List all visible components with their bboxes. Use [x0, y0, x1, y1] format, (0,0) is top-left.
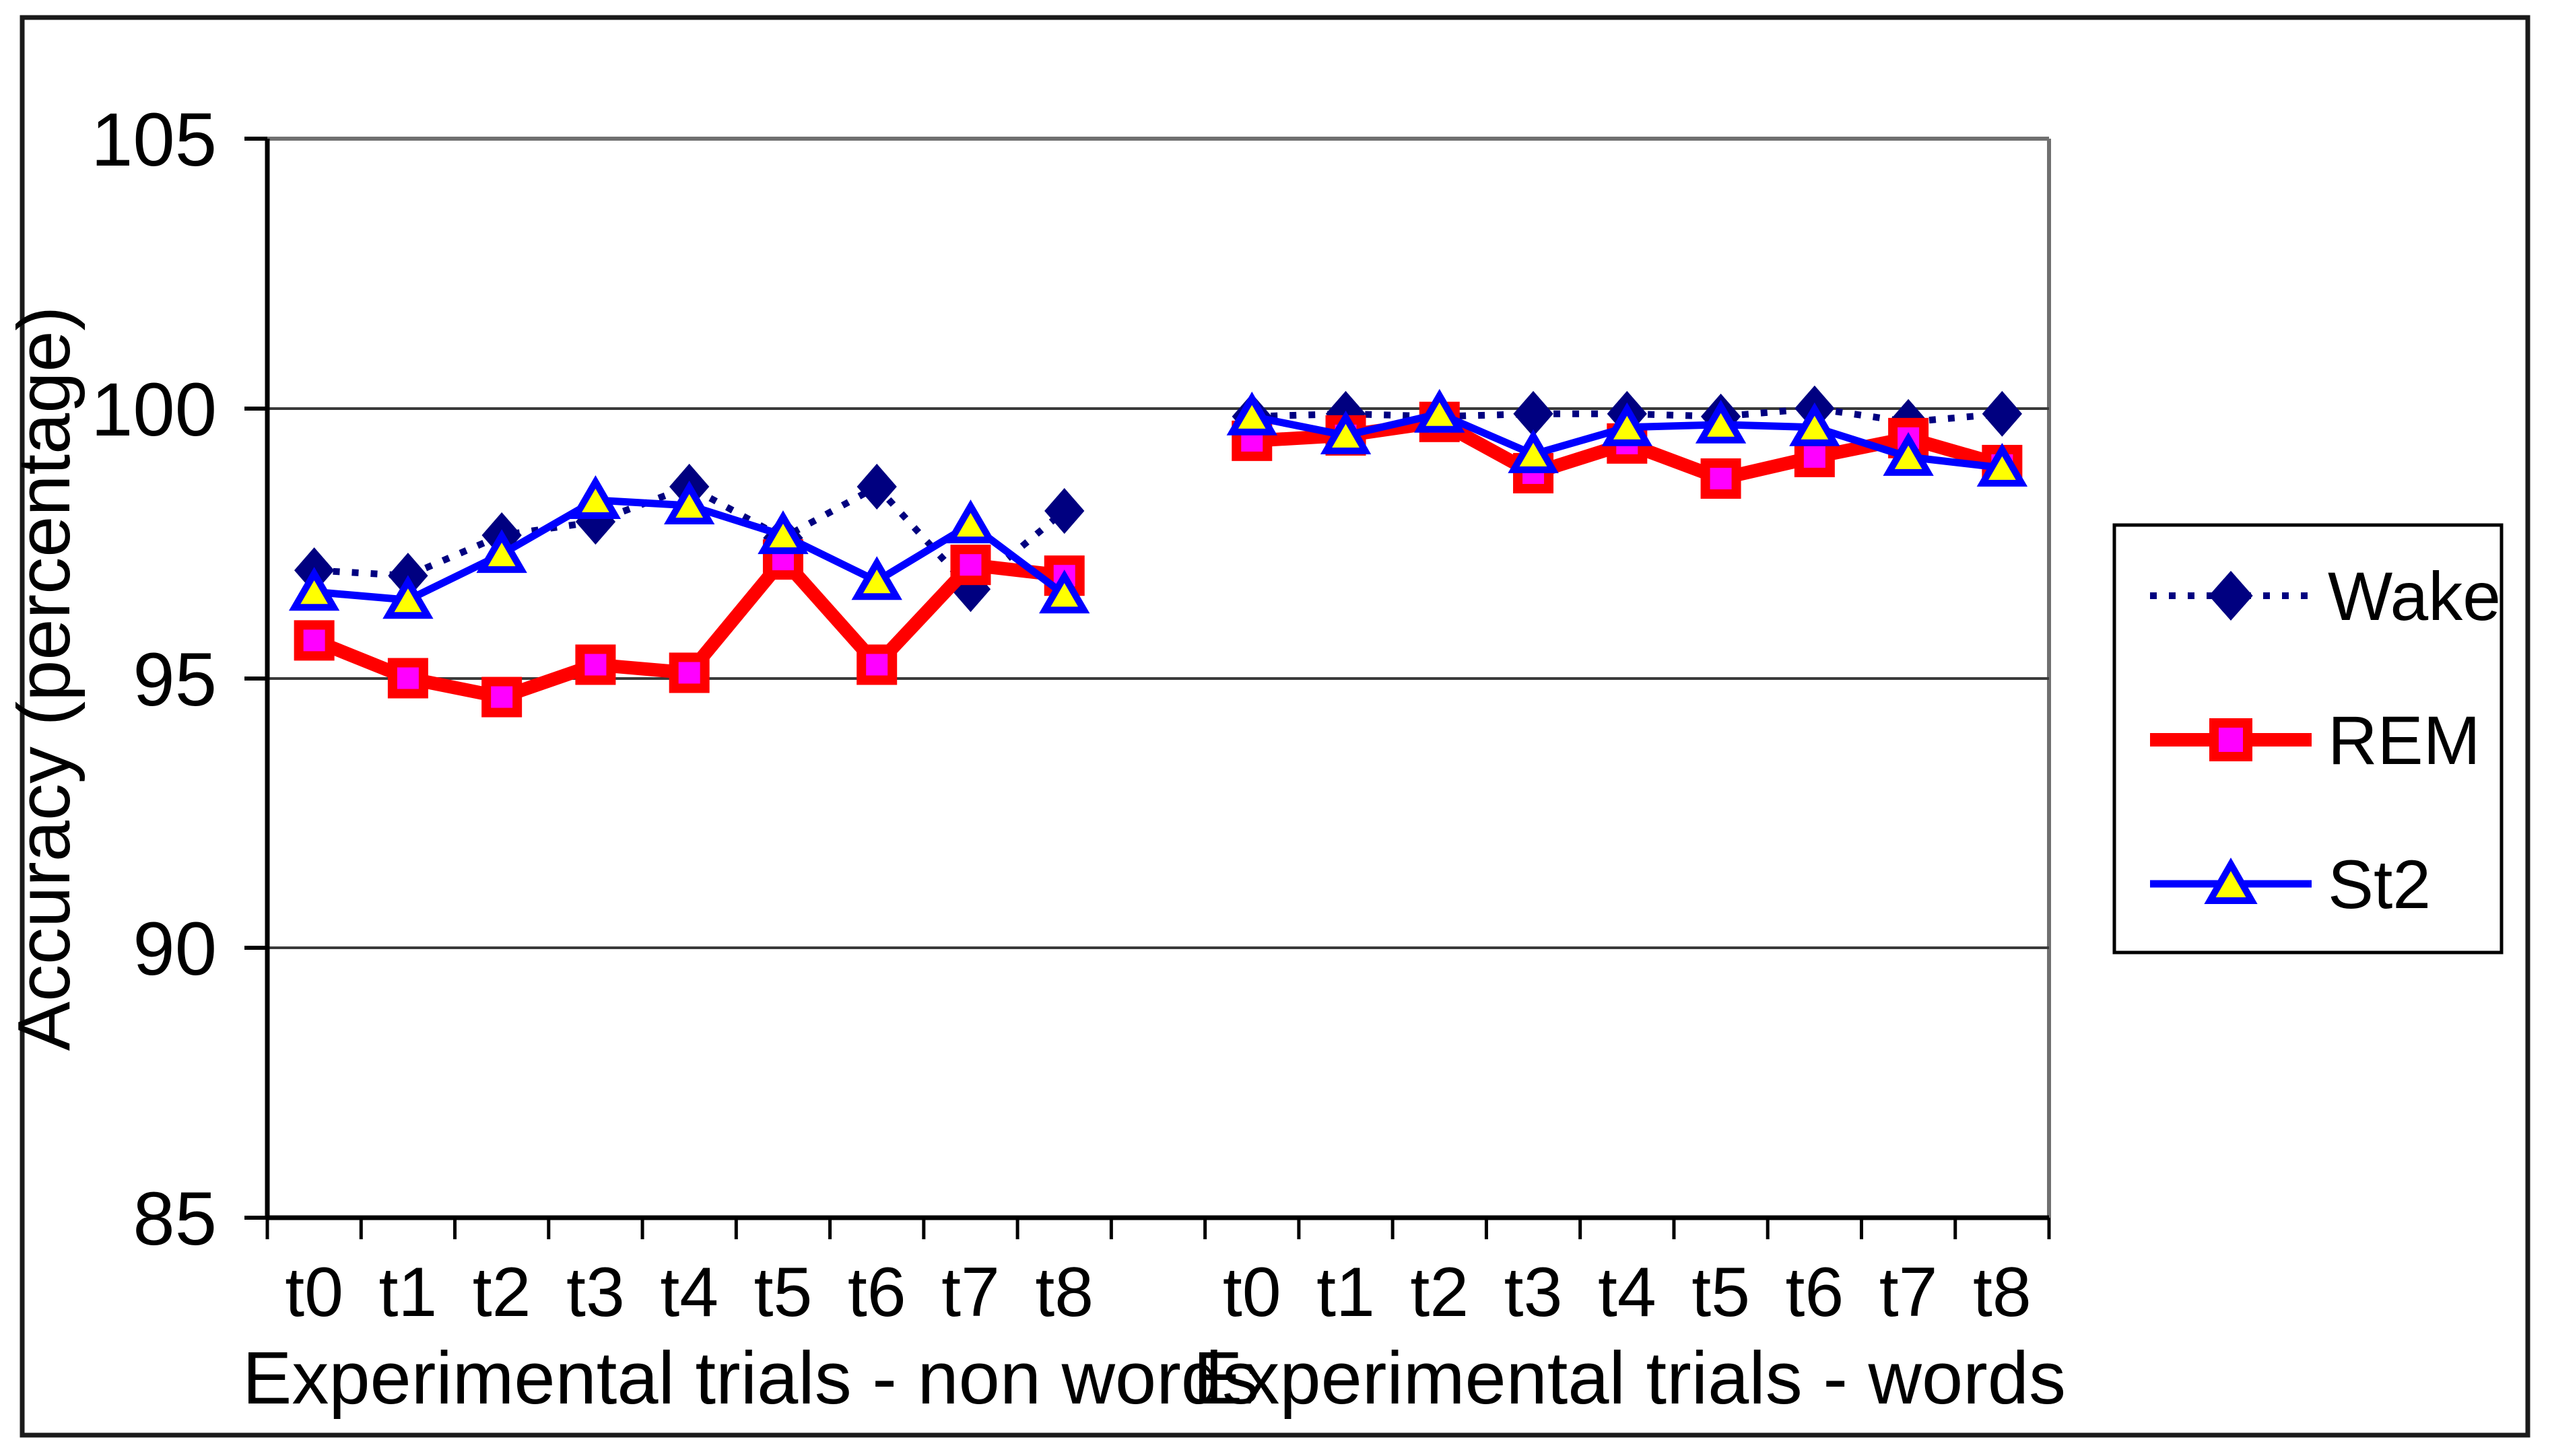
wake-line	[1252, 405, 2003, 425]
y-tick-label-105: 105	[91, 98, 217, 182]
x-tick-label-t8-nonwords: t8	[1035, 1253, 1094, 1331]
legend: Wake REM St2	[2112, 523, 2504, 955]
figure-border	[20, 15, 2530, 1438]
x-tick-label-t1-nonwords: t1	[379, 1253, 438, 1331]
x-tick-label-t5-nonwords: t5	[754, 1253, 813, 1331]
x-tick-labels: t0 t1 t2 t3 t4 t5 t6 t7 t8 t0 t1 t2 t3 t4 t5 t6 t7 t8	[285, 1253, 2031, 1331]
rem-square-marker	[857, 644, 898, 685]
rem-square-marker	[387, 658, 428, 699]
st2-triangle-marker	[1883, 431, 1934, 476]
st2-triangle-marker	[1039, 569, 1090, 614]
rem-square-marker	[950, 545, 991, 586]
x-tick-label-t7-words: t7	[1879, 1253, 1938, 1331]
st2-triangle-marker	[1695, 399, 1747, 444]
st2-triangle-marker	[288, 567, 340, 611]
st2-triangle-marker	[1226, 391, 1277, 436]
st2-triangle-marker	[1414, 388, 1465, 433]
st2-triangle-marker	[945, 499, 997, 544]
st2-triangle-marker	[664, 481, 715, 525]
x-tick-label-t8-words: t8	[1973, 1253, 2032, 1331]
st2-triangle-marker	[1320, 410, 1372, 454]
x-tick-label-t4-nonwords: t4	[660, 1253, 718, 1331]
legend-label-rem: REM	[2328, 702, 2481, 779]
y-tick-label-100: 100	[91, 368, 217, 452]
wake-diamond-marker	[2209, 570, 2253, 621]
x-tick-label-t3-nonwords: t3	[566, 1253, 625, 1331]
group-label-words: Experimental trials - words	[1193, 1337, 2066, 1420]
legend-sample-wake	[2150, 570, 2312, 621]
x-tick-label-t5-words: t5	[1691, 1253, 1750, 1331]
st2-triangle-marker	[2204, 857, 2258, 904]
st2-triangle-marker	[758, 510, 809, 555]
rem-square-marker	[294, 620, 335, 661]
x-tick-label-t3-words: t3	[1504, 1253, 1563, 1331]
x-tick-label-t4-words: t4	[1598, 1253, 1656, 1331]
wake-diamond-marker	[1044, 487, 1085, 534]
st2-triangle-marker	[476, 529, 527, 574]
wake-diamond-marker	[1982, 390, 2023, 437]
legend-label-wake: Wake	[2328, 558, 2501, 635]
y-tick-label-95: 95	[133, 637, 217, 722]
legend-sample-st2	[2150, 857, 2312, 904]
st2-triangle-marker	[851, 556, 902, 600]
x-axis-ticks	[265, 1218, 2051, 1239]
legend-sample-rem	[2150, 718, 2312, 761]
y-tick-label-85: 85	[133, 1177, 217, 1261]
series-layer	[288, 385, 2028, 718]
y-axis-title: Accuracy (percentage)	[3, 306, 86, 1051]
rem-square-marker	[575, 644, 616, 685]
x-tick-label-t0-words: t0	[1223, 1253, 1281, 1331]
st2-triangle-marker	[570, 475, 622, 520]
rem-square-marker	[1700, 458, 1741, 499]
y-tick-labels: 105 100 95 90 85	[91, 98, 217, 1261]
st2-triangle-marker	[1976, 442, 2028, 487]
series-st2	[288, 388, 2028, 619]
st2-triangle-marker	[1601, 402, 1653, 446]
legend-label-st2: St2	[2328, 846, 2431, 923]
st2-triangle-marker	[382, 575, 434, 619]
group-label-non-words: Experimental trials - non words	[242, 1337, 1259, 1420]
st2-triangle-marker	[1508, 429, 1559, 473]
rem-square-marker	[481, 677, 523, 718]
x-tick-label-t6-nonwords: t6	[848, 1253, 906, 1331]
x-tick-label-t0-nonwords: t0	[285, 1253, 343, 1331]
wake-diamond-marker	[857, 463, 897, 510]
rem-square-marker	[669, 652, 710, 693]
y-tick-label-90: 90	[133, 907, 217, 991]
st2-triangle-marker	[1789, 402, 1840, 446]
y-axis-ticks	[244, 137, 267, 1220]
x-tick-label-t2-nonwords: t2	[473, 1253, 531, 1331]
x-tick-label-t7-nonwords: t7	[941, 1253, 1000, 1331]
x-tick-label-t2-words: t2	[1410, 1253, 1469, 1331]
x-tick-label-t6-words: t6	[1785, 1253, 1844, 1331]
rem-square-marker	[2209, 718, 2252, 761]
x-tick-label-t1-words: t1	[1316, 1253, 1375, 1331]
